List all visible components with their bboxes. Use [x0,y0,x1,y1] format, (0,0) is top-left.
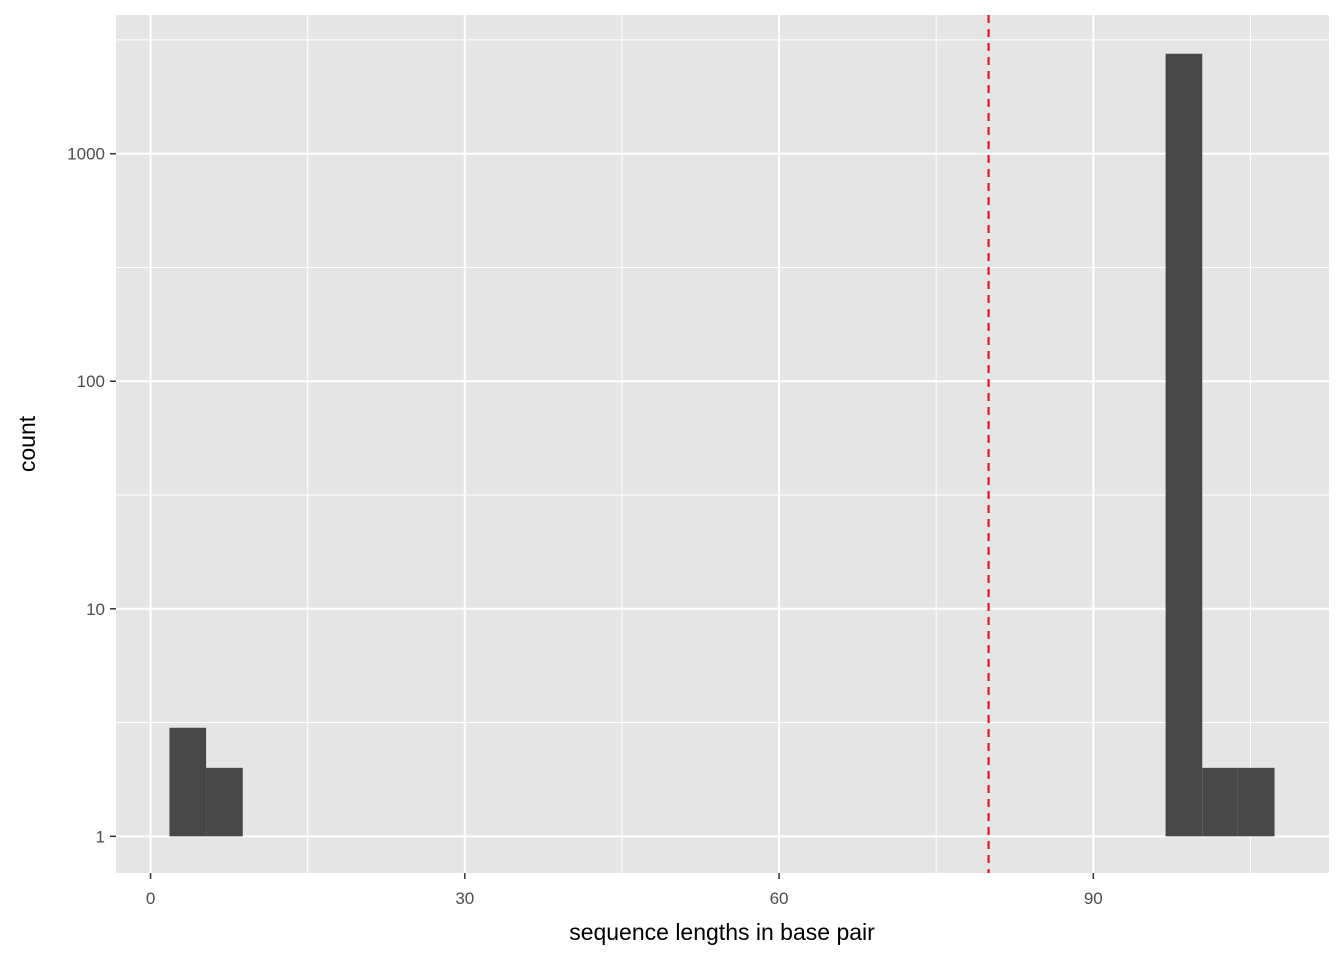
plot-panel [116,15,1329,873]
histogram-bar [1202,767,1238,837]
x-tick-label: 60 [770,889,789,908]
histogram-bar [1237,767,1275,837]
x-tick-label: 30 [455,889,474,908]
histogram-bar [169,727,207,837]
histogram-bar [206,767,243,837]
y-tick-label: 100 [77,372,105,391]
gridlines [116,15,1329,873]
bars [169,53,1275,837]
y-tick-label: 1000 [67,145,105,164]
y-tick-label: 10 [86,600,105,619]
y-axis-title: count [14,415,40,472]
x-axis-title: sequence lengths in base pair [569,919,875,945]
axes: 0 30 60 90 1 10 100 1000 [67,145,1103,908]
x-tick-label: 90 [1084,889,1103,908]
histogram-bar [1165,53,1203,837]
y-tick-label: 1 [96,827,105,846]
x-tick-label: 0 [146,889,155,908]
